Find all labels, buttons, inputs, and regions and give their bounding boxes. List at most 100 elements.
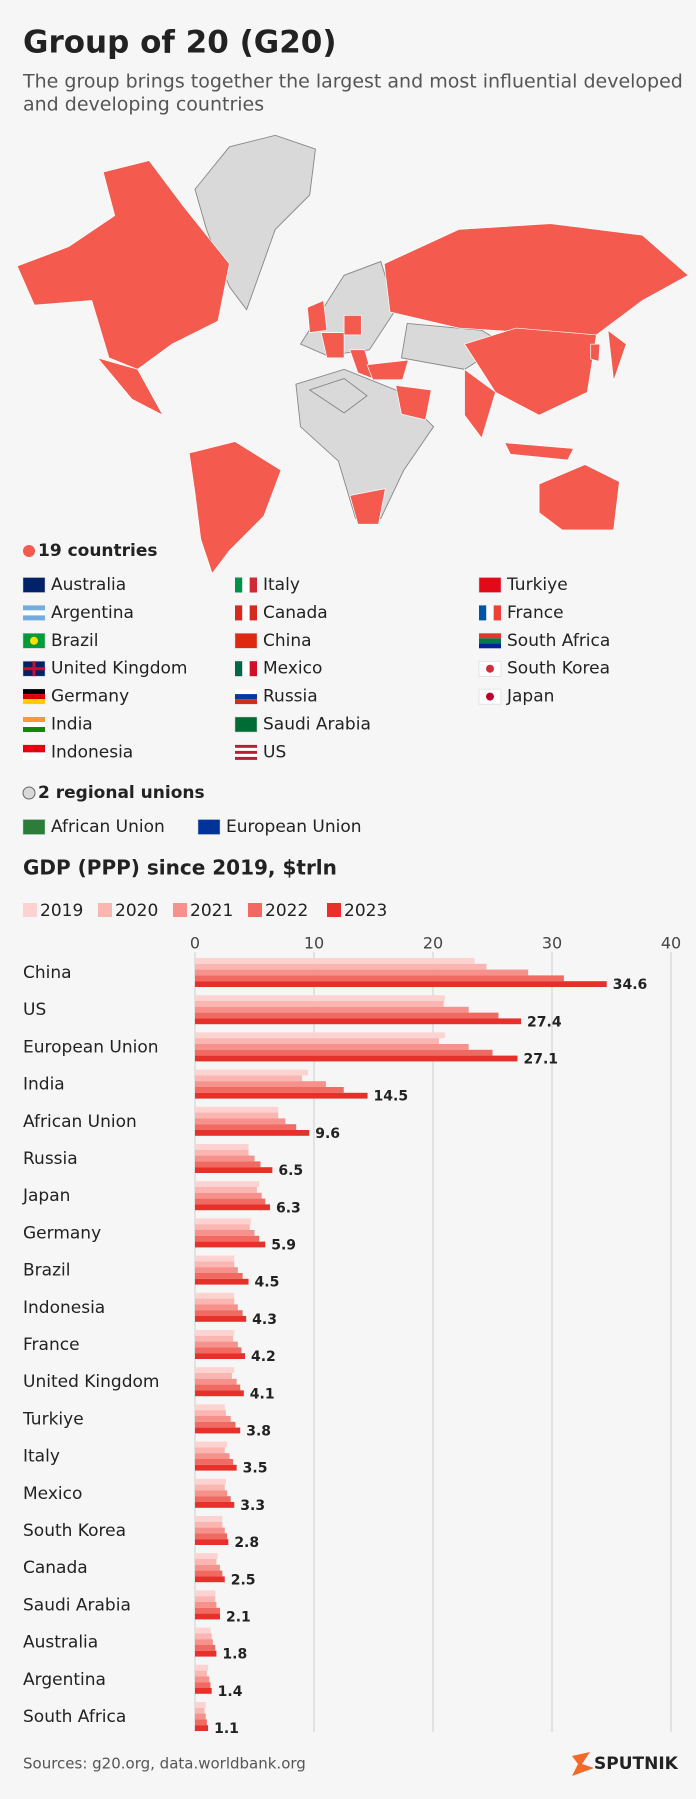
legend-swatch xyxy=(23,903,37,917)
value-label: 4.2 xyxy=(251,1349,276,1365)
country-name: Mexico xyxy=(263,659,322,679)
world-map xyxy=(16,134,689,575)
category-label: Canada xyxy=(23,1558,88,1578)
countries-heading: 19 countries xyxy=(38,541,158,561)
bar xyxy=(195,1670,207,1677)
union-dot xyxy=(22,786,36,800)
flag-part xyxy=(23,717,45,722)
legend-swatch xyxy=(98,903,112,917)
bar xyxy=(195,1347,242,1354)
bar xyxy=(195,1198,266,1205)
flag-part xyxy=(478,577,502,593)
bar xyxy=(195,1181,260,1187)
flag-part xyxy=(23,699,45,705)
category-label: Brazil xyxy=(23,1261,70,1281)
category-label: African Union xyxy=(23,1112,137,1132)
legend-swatch xyxy=(173,903,187,917)
flag-part xyxy=(234,716,258,733)
bar xyxy=(195,1633,212,1640)
country-name: South Africa xyxy=(507,631,610,651)
title: Group of 20 (G20) xyxy=(23,25,337,61)
bar xyxy=(195,1553,218,1559)
bar xyxy=(195,1367,235,1373)
bar xyxy=(195,1224,250,1230)
bar xyxy=(195,1464,237,1471)
bar xyxy=(195,1453,230,1459)
country-name: India xyxy=(51,715,93,735)
legend-label: 2023 xyxy=(344,901,387,921)
value-label: 6.3 xyxy=(276,1200,301,1216)
flag-part xyxy=(23,689,45,695)
bar xyxy=(195,1627,211,1634)
bar xyxy=(195,1292,235,1299)
bar xyxy=(195,1676,210,1683)
x-tick-label: 20 xyxy=(423,934,443,953)
flag-part xyxy=(22,577,46,593)
bar xyxy=(195,1378,237,1385)
flag-part xyxy=(23,605,45,611)
country-name: US xyxy=(263,742,286,762)
flag-part xyxy=(235,756,257,760)
bar xyxy=(195,963,487,970)
category-label: China xyxy=(23,963,72,983)
bar xyxy=(195,1044,469,1050)
flag-part xyxy=(235,605,243,621)
bar xyxy=(195,1639,213,1645)
flag-part xyxy=(23,752,45,760)
union-name: European Union xyxy=(226,817,362,837)
bar xyxy=(195,1273,243,1279)
country-name: United Kingdom xyxy=(51,659,187,679)
bar xyxy=(195,1335,234,1342)
bar xyxy=(195,1404,225,1411)
bar xyxy=(195,1353,245,1359)
category-label: Mexico xyxy=(23,1484,82,1504)
value-label: 1.4 xyxy=(218,1684,243,1700)
bar xyxy=(195,1590,216,1597)
legend-swatch xyxy=(327,903,341,917)
bar xyxy=(195,1130,310,1136)
bar xyxy=(195,1161,261,1168)
sources: Sources: g20.org, data.worldbank.org xyxy=(23,1755,306,1773)
country-name: China xyxy=(263,631,312,651)
flag-part xyxy=(479,605,487,621)
chart-title: GDP (PPP) since 2019, $trln xyxy=(23,856,337,880)
bar xyxy=(195,1092,368,1099)
bar xyxy=(195,1664,209,1671)
bar xyxy=(195,1702,206,1708)
bar xyxy=(195,975,564,982)
value-label: 5.9 xyxy=(271,1238,296,1254)
bar xyxy=(195,1416,231,1422)
country-name: Italy xyxy=(263,575,300,595)
bar xyxy=(195,1341,238,1348)
bar xyxy=(195,1087,344,1093)
bar xyxy=(195,1410,226,1416)
bar xyxy=(195,1539,229,1545)
bar xyxy=(195,1596,216,1602)
bar xyxy=(195,958,475,964)
bar xyxy=(195,1707,205,1714)
subtitle: The group brings together the largest an… xyxy=(22,71,683,93)
value-label: 27.4 xyxy=(527,1014,562,1030)
category-label: Turkiye xyxy=(22,1409,84,1429)
bar xyxy=(195,1235,260,1242)
bar xyxy=(195,1267,238,1273)
value-label: 4.3 xyxy=(252,1312,277,1328)
bar xyxy=(195,1330,235,1336)
value-label: 2.8 xyxy=(234,1535,259,1551)
category-label: Japan xyxy=(22,1186,70,1206)
bar xyxy=(195,1204,270,1211)
value-label: 3.8 xyxy=(246,1424,271,1440)
bar xyxy=(195,1559,217,1565)
flag-part xyxy=(234,633,258,649)
country-name: Russia xyxy=(263,687,318,707)
bar xyxy=(195,1521,223,1528)
flag-part xyxy=(235,753,257,757)
flag-part xyxy=(23,744,45,753)
category-label: South Africa xyxy=(23,1707,126,1727)
brand-logo xyxy=(572,1752,594,1776)
bar xyxy=(195,1650,217,1657)
flag-part xyxy=(479,643,501,649)
category-label: US xyxy=(23,1000,46,1020)
bar xyxy=(195,1124,297,1130)
country-name: Saudi Arabia xyxy=(263,715,371,735)
